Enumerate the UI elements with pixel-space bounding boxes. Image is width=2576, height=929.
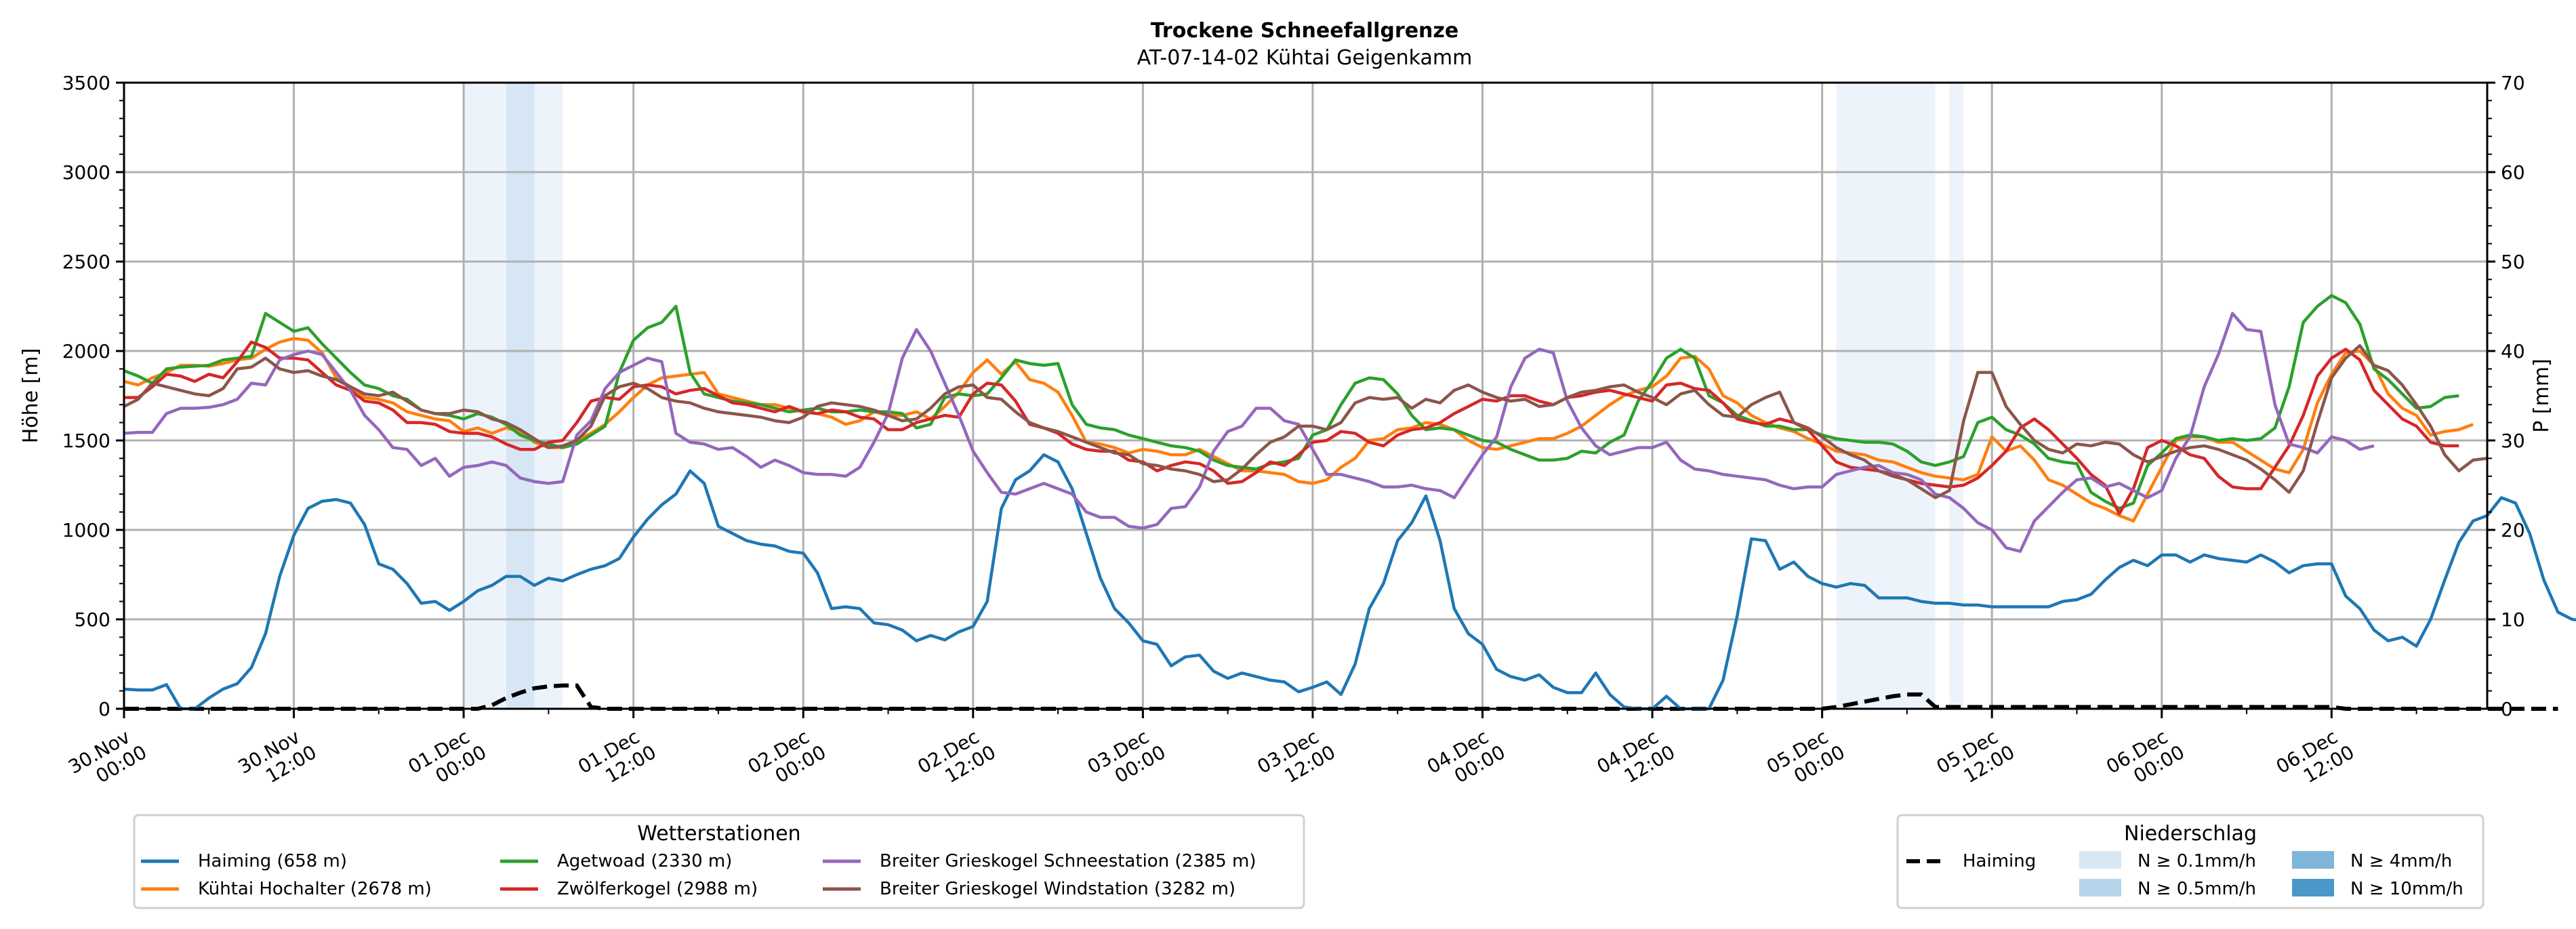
grid-lines [124, 83, 2487, 709]
y-tick-label: 3000 [62, 161, 110, 184]
precip-bands [464, 83, 1964, 709]
y-axis-label: Höhe [m] [19, 348, 43, 444]
y-tick-label: 500 [75, 608, 110, 631]
legend-label-0: Haiming (658 m) [198, 851, 347, 871]
chart-subtitle: AT-07-14-02 Kühtai Geigenkamm [1137, 46, 1473, 70]
legend-label-1: Kühtai Hochalter (2678 m) [198, 879, 432, 899]
legend-precip-level-label: N ≥ 0.1mm/h [2138, 851, 2256, 871]
precip-line-haiming [124, 683, 2558, 711]
legend-precipitation: Niederschlag Haiming N ≥ 0.1mm/h N ≥ 0.5mm/… [1896, 814, 2485, 909]
y-tick-label: 2500 [62, 251, 110, 273]
legend-label-4: Breiter Grieskogel Schneestation (2385 m… [880, 851, 1256, 871]
legend-precip-level-label: N ≥ 10mm/h [2350, 879, 2463, 899]
legend-precip-level-swatch [2292, 879, 2334, 896]
station-lines [123, 293, 2576, 711]
y-tick-label: 2000 [62, 340, 110, 363]
legend-stations-title: Wetterstationen [637, 822, 800, 846]
legend-precip-level-swatch [2079, 879, 2121, 896]
legend-stations: Wetterstationen Haiming (658 m) Kühtai Hoc… [133, 814, 1305, 909]
legend-label-2: Agetwoad (2330 m) [557, 851, 732, 871]
y-tick-label: 1500 [62, 430, 110, 452]
series-line-4 [123, 312, 2375, 553]
y2-tick-label: 10 [2501, 608, 2525, 631]
series-line-0 [123, 453, 2576, 711]
legend-stations-box [133, 814, 1305, 909]
precip-band [506, 83, 535, 709]
plot-frame [123, 81, 2489, 710]
y2-tick-label: 0 [2501, 698, 2513, 720]
legend-precip-box [1896, 814, 2485, 909]
y2-tick-label: 60 [2501, 161, 2525, 184]
y2-tick-label: 20 [2501, 519, 2525, 541]
precip-band [1836, 83, 1936, 709]
legend-precip-level-label: N ≥ 4mm/h [2350, 851, 2452, 871]
legend-precip-line-label: Haiming [1963, 851, 2036, 871]
chart-title: Trockene Schneefallgrenze [1151, 19, 1458, 43]
series-line-3 [124, 340, 2459, 516]
legend-precip-level-swatch [2292, 851, 2334, 869]
legend-precip-level-label: N ≥ 0.5mm/h [2138, 879, 2256, 899]
y-tick-label: 0 [98, 698, 110, 720]
y2-axis-label: P [mm] [2530, 358, 2554, 432]
y2-tick-label: 50 [2501, 251, 2525, 273]
legend-label-3: Zwölferkogel (2988 m) [557, 879, 758, 899]
series-line-5 [123, 344, 2488, 499]
precip-band [464, 83, 506, 709]
precip-band [1949, 83, 1964, 709]
y2-tick-label: 40 [2501, 340, 2525, 363]
precip-band [534, 83, 563, 709]
precip-line-group [124, 683, 2558, 711]
y2-tick-label: 30 [2501, 430, 2525, 452]
legend-precip-title: Niederschlag [2124, 822, 2257, 846]
legend-label-5: Breiter Grieskogel Windstation (3282 m) [880, 879, 1235, 899]
legend-precip-level-swatch [2079, 851, 2121, 869]
y2-tick-label: 70 [2501, 72, 2525, 94]
y-tick-label: 3500 [62, 72, 110, 94]
y-tick-label: 1000 [62, 519, 110, 541]
